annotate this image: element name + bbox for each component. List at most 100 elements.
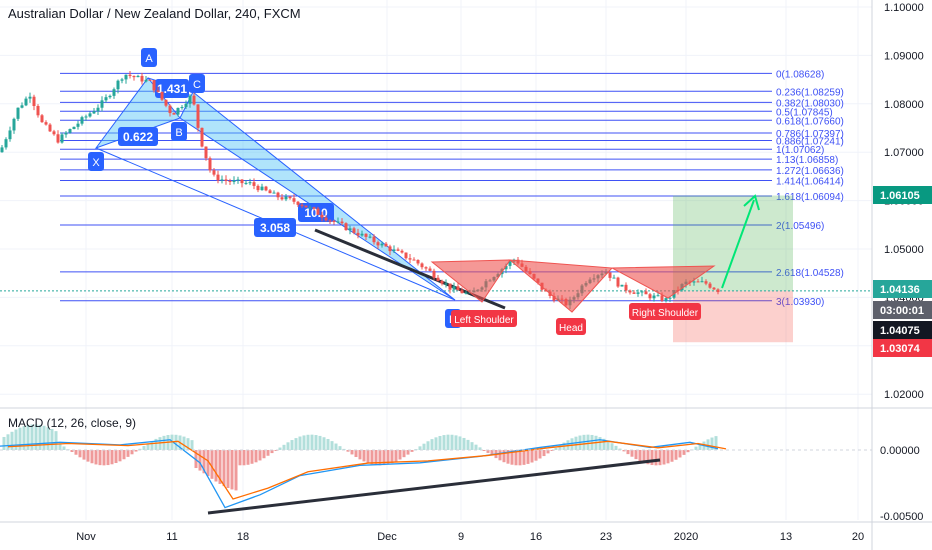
macd-histogram-bar	[378, 450, 382, 466]
candle-body	[384, 243, 388, 247]
macd-histogram-bar	[138, 448, 142, 450]
candle-body	[624, 284, 628, 291]
macd-histogram-bar	[350, 450, 354, 455]
macd-histogram-bar	[362, 450, 366, 462]
candle-body	[460, 290, 464, 294]
macd-line	[0, 439, 719, 509]
candle-body	[92, 111, 96, 114]
candle-body	[332, 220, 336, 222]
macd-histogram-bar	[74, 450, 78, 455]
fib-level-label: 2.618(1.04528)	[776, 268, 844, 279]
macd-histogram-bar	[242, 450, 246, 466]
candle-body	[84, 116, 88, 118]
macd-histogram-bar	[174, 434, 178, 450]
macd-histogram-bar	[430, 439, 434, 450]
macd-histogram-bar	[6, 434, 10, 450]
candle-body	[708, 283, 712, 288]
macd-histogram-bar	[146, 443, 150, 450]
candle-body	[80, 117, 84, 124]
candle-body	[184, 103, 188, 108]
time-tick-label: 18	[237, 531, 249, 543]
time-tick-label: 16	[530, 531, 542, 543]
macd-histogram-bar	[206, 450, 210, 477]
price-tag	[873, 301, 932, 319]
candle-body	[68, 129, 72, 133]
macd-histogram-bar	[46, 427, 50, 450]
macd-histogram-bar	[454, 435, 458, 450]
macd-histogram-bar	[538, 450, 542, 459]
harmonic-point-label: X	[92, 157, 100, 169]
candle-body	[380, 243, 384, 246]
macd-histogram-bar	[158, 437, 162, 450]
macd-histogram-bar	[182, 436, 186, 450]
macd-histogram-bar	[474, 444, 478, 450]
macd-histogram-bar	[398, 450, 402, 460]
harmonic-point-b	[171, 122, 187, 141]
chart-labels: 1.06105 1.04136 03:00:01 1.04075 1.03074	[873, 186, 932, 357]
macd-histogram-bar	[222, 450, 226, 487]
macd-histogram-bar	[638, 450, 642, 462]
fib-level-label: 1.618(1.06094)	[776, 192, 844, 203]
macd-histogram-bar	[106, 450, 110, 466]
candle-body	[368, 236, 372, 238]
macd-histogram-bar	[650, 450, 654, 466]
macd-histogram-bar	[278, 447, 282, 450]
candle-body	[692, 281, 696, 283]
macd-histogram-bar	[510, 450, 514, 465]
candle-body	[104, 97, 108, 101]
macd-histogram-bar	[114, 450, 118, 464]
macd-histogram-bar	[270, 450, 274, 454]
macd-histogram-bar	[598, 437, 602, 450]
price-tag	[873, 186, 932, 204]
macd-histogram-bar	[2, 436, 6, 450]
candle-body	[700, 281, 704, 283]
macd-histogram-bar	[706, 439, 710, 450]
macd-histogram-bar	[442, 435, 446, 450]
candle-body	[292, 198, 296, 202]
macd-histogram-bar	[294, 438, 298, 450]
candle-body	[208, 158, 212, 171]
macd-histogram-bar	[250, 450, 254, 464]
candle-body	[620, 284, 624, 287]
macd-histogram-bar	[282, 444, 286, 450]
macd-tick-label: -0.00500	[880, 511, 923, 523]
candle-body	[140, 75, 144, 82]
candle-body	[376, 242, 380, 246]
macd-histogram-bar	[38, 424, 42, 450]
candle-body	[224, 179, 228, 181]
macd-histogram-bar	[26, 425, 30, 450]
harmonic-ratio-label: 0.622	[123, 130, 153, 144]
macd-histogram-bar	[410, 450, 414, 452]
macd-histogram-bar	[710, 437, 714, 450]
price-tag-label: 1.03074	[880, 343, 921, 355]
price-tag-label: 1.04136	[880, 284, 920, 296]
candle-body	[444, 283, 448, 285]
macd-histogram-bar	[258, 450, 262, 461]
candle-body	[188, 95, 192, 104]
macd-histogram-bar	[570, 438, 574, 450]
macd-histogram-bar	[230, 450, 234, 490]
candle-body	[100, 100, 104, 108]
candle-body	[448, 283, 452, 290]
fib-level-label: 1.272(1.06636)	[776, 166, 844, 177]
candle-body	[280, 197, 284, 200]
candle-body	[168, 105, 172, 114]
signal-line	[7, 440, 727, 500]
macd-histogram-bar	[314, 435, 318, 450]
candle-body	[636, 292, 640, 294]
macd-histogram-bar	[70, 450, 74, 453]
macd-histogram-bar	[546, 450, 550, 454]
candle-body	[436, 277, 440, 281]
macd-histogram-bar	[586, 434, 590, 450]
harmonic-point-a	[141, 48, 157, 67]
candle-body	[664, 298, 668, 301]
candle-body	[416, 259, 420, 264]
price-tick-label: 1.08000	[884, 99, 924, 111]
time-tick-label: 2020	[674, 531, 698, 543]
candle-body	[608, 272, 612, 278]
target-arrow-head	[743, 194, 760, 211]
macd-histogram-bar	[214, 450, 218, 482]
harmonic-point-c	[189, 74, 205, 93]
macd-histogram-bar	[78, 450, 82, 458]
